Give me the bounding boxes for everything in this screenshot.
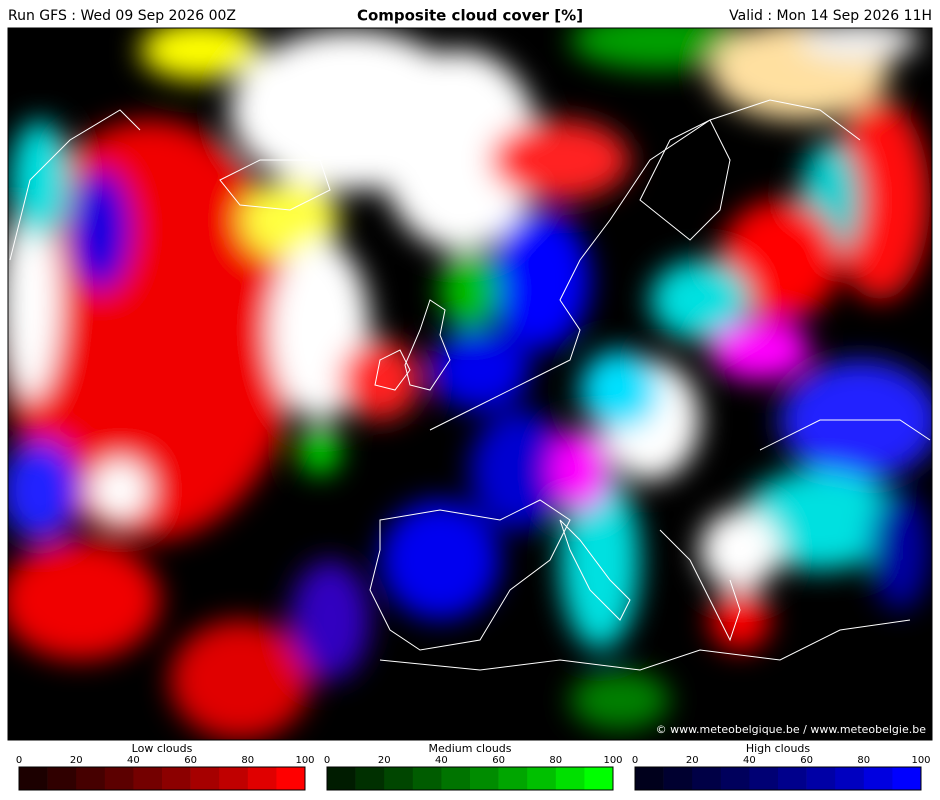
- colorbar-tick-label: 60: [492, 755, 505, 766]
- colorbar-segment: [635, 767, 664, 790]
- colorbar-segment: [892, 767, 922, 790]
- map-frame: [7, 27, 933, 741]
- colorbar-tick-label: 20: [378, 755, 391, 766]
- colorbar-segment: [219, 767, 249, 790]
- colorbar-segment: [527, 767, 557, 790]
- colorbar-tick-label: 60: [184, 755, 197, 766]
- legends: Low clouds 0 20 40 60 80 100 Medium clouds 0 20 40…: [16, 742, 931, 791]
- colorbar-tick-label: 40: [127, 755, 140, 766]
- legend-title: Medium clouds: [429, 742, 512, 755]
- run-label: Run GFS : Wed 09 Sep 2026 00Z: [8, 8, 236, 24]
- colorbar-segment: [384, 767, 414, 790]
- colorbar-frame: [326, 766, 614, 791]
- colorbar-segment: [162, 767, 191, 790]
- valid-label: Valid : Mon 14 Sep 2026 11H: [729, 8, 932, 24]
- colorbar-segment: [19, 767, 48, 790]
- colorbar-tick-label: 80: [549, 755, 562, 766]
- colorbar-segment: [470, 767, 499, 790]
- map-title: Composite cloud cover [%]: [357, 7, 583, 25]
- colorbar-tick-label: 80: [241, 755, 254, 766]
- colorbar-tick-label: 20: [70, 755, 83, 766]
- colorbar-segment: [806, 767, 836, 790]
- colorbar-tick-label: 100: [295, 755, 314, 766]
- colorbar-tick-label: 60: [800, 755, 813, 766]
- colorbar-segment: [555, 767, 585, 790]
- colorbar-segment: [863, 767, 893, 790]
- colorbar-frame: [634, 766, 922, 791]
- colorbar-segment: [441, 767, 471, 790]
- colorbar-segment: [247, 767, 277, 790]
- colorbar-segment: [498, 767, 528, 790]
- colorbar-segment: [835, 767, 865, 790]
- colorbar-segment: [749, 767, 779, 790]
- colorbar-tick-label: 80: [857, 755, 870, 766]
- colorbar-segment: [104, 767, 134, 790]
- colorbar-tick-label: 0: [632, 755, 638, 766]
- colorbar-segment: [355, 767, 385, 790]
- credit: © www.meteobelgique.be / www.meteobelgie…: [656, 723, 927, 736]
- colorbar-segment: [133, 767, 163, 790]
- colorbar-tick-label: 100: [603, 755, 622, 766]
- map: © www.meteobelgique.be / www.meteobelgie…: [8, 28, 932, 740]
- colorbar-segment: [190, 767, 220, 790]
- legend-title: High clouds: [746, 742, 811, 755]
- colorbar-segment: [412, 767, 442, 790]
- legend-title: Low clouds: [132, 742, 193, 755]
- colorbar-segment: [663, 767, 693, 790]
- colorbar-tick-label: 20: [686, 755, 699, 766]
- colorbar-frame: [18, 766, 306, 791]
- colorbar-segment: [778, 767, 807, 790]
- colorbar-segment: [692, 767, 722, 790]
- colorbar-tick-label: 0: [16, 755, 22, 766]
- colorbar-segment: [720, 767, 750, 790]
- colorbar-segment: [584, 767, 614, 790]
- colorbar-segment: [76, 767, 106, 790]
- colorbar-tick-label: 40: [743, 755, 756, 766]
- colorbar-segment: [327, 767, 356, 790]
- colorbar-tick-label: 40: [435, 755, 448, 766]
- colorbar-segment: [276, 767, 306, 790]
- colorbar-tick-label: 0: [324, 755, 330, 766]
- colorbar-tick-label: 100: [911, 755, 930, 766]
- colorbar-segment: [47, 767, 77, 790]
